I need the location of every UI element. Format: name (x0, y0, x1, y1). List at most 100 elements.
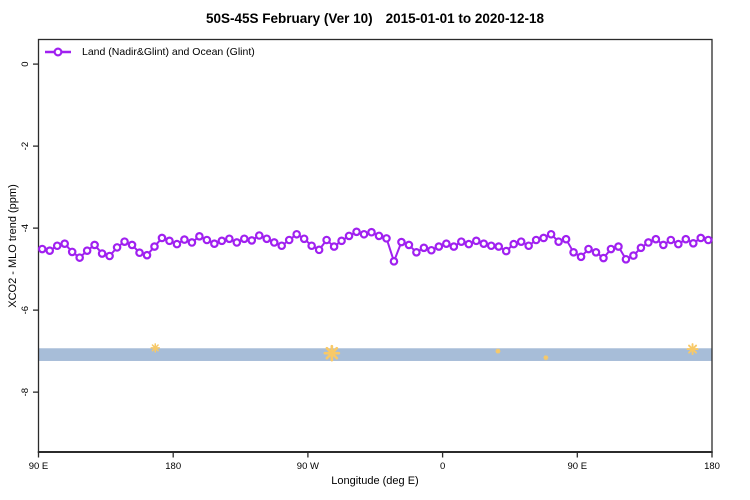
legend: Land (Nadir&Glint) and Ocean (Glint) (44, 46, 255, 58)
data-point (546, 229, 556, 239)
data-point (284, 235, 294, 245)
data-point (352, 227, 361, 237)
data-point (262, 234, 272, 244)
data-point (688, 238, 698, 248)
x-tick-label: 180 (165, 461, 181, 472)
data-point (606, 244, 616, 254)
data-point (97, 249, 107, 258)
band-asterisk-icon (151, 344, 159, 352)
chart-title-main: 50S-45S February (Ver 10) (206, 11, 373, 26)
data-point (651, 234, 661, 244)
data-point (232, 238, 242, 247)
data-point (52, 241, 62, 251)
data-point (142, 250, 152, 260)
band-asterisk-icon (495, 349, 500, 354)
y-tick-label: 0 (20, 61, 31, 66)
data-point (636, 243, 646, 253)
x-tick-label: 90 W (297, 461, 319, 472)
data-point (404, 240, 414, 250)
data-point (374, 231, 384, 241)
x-tick-label: 180 (704, 461, 720, 472)
data-point (90, 240, 99, 250)
data-point (239, 234, 249, 244)
data-point (501, 246, 511, 256)
x-axis-title: Longitude (deg E) (331, 475, 419, 487)
data-point (471, 236, 481, 246)
data-point (599, 253, 608, 263)
data-point (247, 236, 257, 245)
data-point (516, 237, 526, 246)
data-point (195, 232, 204, 241)
data-point (591, 248, 601, 257)
data-point (561, 234, 571, 244)
data-point (644, 238, 653, 247)
data-point (105, 251, 114, 261)
data-point (45, 246, 55, 255)
data-point (225, 234, 234, 244)
data-point (344, 231, 354, 241)
legend-circle-icon (53, 47, 63, 57)
y-tick-label: -4 (20, 224, 31, 232)
data-point (434, 242, 444, 251)
data-point (307, 241, 316, 251)
x-tick-label: 90 E (568, 461, 588, 472)
data-point (180, 235, 189, 244)
y-tick-label: -2 (20, 142, 31, 150)
data-point (666, 235, 676, 245)
x-tick-label: 90 E (29, 461, 49, 472)
data-point (60, 239, 69, 248)
data-point (135, 248, 144, 258)
data-point (479, 239, 489, 248)
data-point (539, 233, 548, 243)
data-point (202, 235, 212, 245)
data-point (576, 252, 586, 262)
data-point (269, 238, 279, 247)
data-point (681, 234, 691, 244)
y-tick-label: -6 (20, 306, 31, 314)
data-point (494, 242, 504, 251)
data-point (75, 253, 84, 262)
data-point (703, 235, 713, 245)
data-point (509, 239, 518, 249)
data-point (217, 236, 227, 246)
highlight-band (38, 348, 712, 361)
data-point (314, 245, 324, 255)
data-point (614, 242, 623, 251)
data-point (629, 251, 638, 260)
y-tick-label: -8 (20, 388, 31, 396)
data-point (67, 247, 77, 257)
data-point (172, 239, 182, 249)
data-point (659, 240, 668, 250)
data-point (427, 245, 436, 255)
chart-title: 50S-45S February (Ver 10) 2015-01-01 to … (0, 11, 750, 26)
data-point (569, 248, 578, 257)
data-point (112, 243, 122, 252)
data-point (382, 234, 391, 243)
data-point (696, 233, 706, 243)
data-point (367, 227, 376, 237)
data-point (299, 234, 309, 244)
x-tick-label: 0 (440, 461, 445, 472)
band-asterisk-icon (325, 346, 339, 360)
data-point (397, 237, 406, 247)
data-point (157, 233, 167, 243)
data-point (82, 246, 92, 255)
data-point (37, 244, 47, 254)
data-point (584, 244, 593, 254)
data-point (277, 241, 287, 251)
data-point (412, 248, 421, 257)
data-point (150, 242, 159, 251)
data-point (187, 238, 197, 247)
legend-label: Land (Nadir&Glint) and Ocean (Glint) (82, 46, 255, 58)
y-axis-title: XCO2 - MLO trend (ppm) (7, 184, 19, 308)
data-point (120, 237, 129, 246)
data-point (442, 239, 451, 248)
data-point (127, 240, 137, 250)
data-point (531, 235, 541, 245)
data-point (337, 236, 346, 246)
data-point (419, 243, 429, 253)
data-point (674, 239, 683, 249)
data-point (449, 242, 459, 251)
